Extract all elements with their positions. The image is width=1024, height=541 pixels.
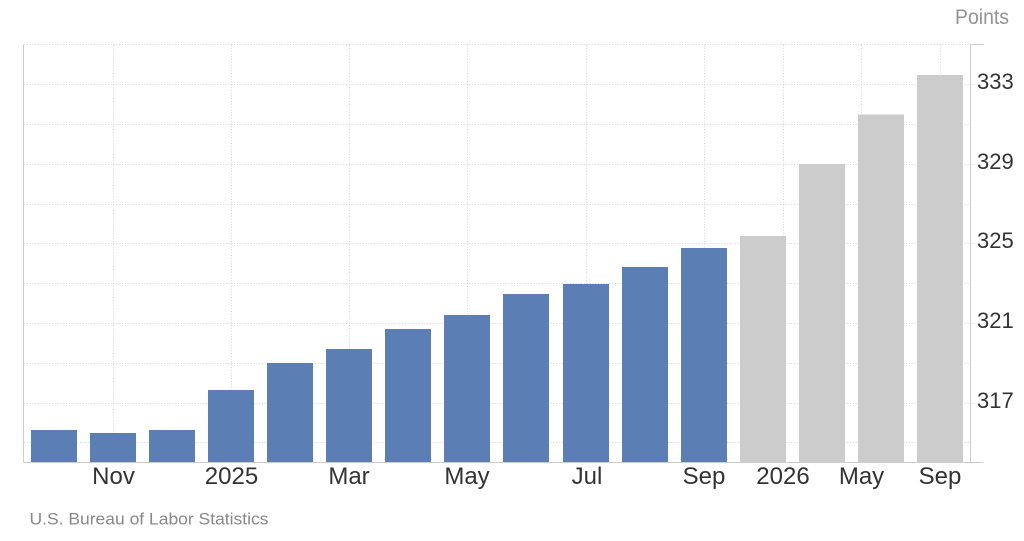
svg-text:329: 329 xyxy=(977,149,1014,174)
svg-text:321: 321 xyxy=(977,308,1014,333)
svg-text:Sep: Sep xyxy=(919,463,962,490)
svg-text:Mar: Mar xyxy=(328,463,369,490)
svg-text:Sep: Sep xyxy=(683,463,726,490)
svg-text:Jul: Jul xyxy=(572,463,603,490)
svg-text:May: May xyxy=(444,463,489,490)
svg-text:2026: 2026 xyxy=(756,463,809,490)
svg-text:317: 317 xyxy=(977,388,1014,413)
svg-text:Nov: Nov xyxy=(92,463,135,490)
svg-text:May: May xyxy=(839,463,884,490)
svg-text:333: 333 xyxy=(977,69,1014,94)
svg-text:325: 325 xyxy=(977,228,1014,253)
svg-text:2025: 2025 xyxy=(205,463,258,490)
svg-text:Points: Points xyxy=(955,6,1009,29)
svg-text:U.S. Bureau of Labor Statistic: U.S. Bureau of Labor Statistics xyxy=(30,510,269,529)
